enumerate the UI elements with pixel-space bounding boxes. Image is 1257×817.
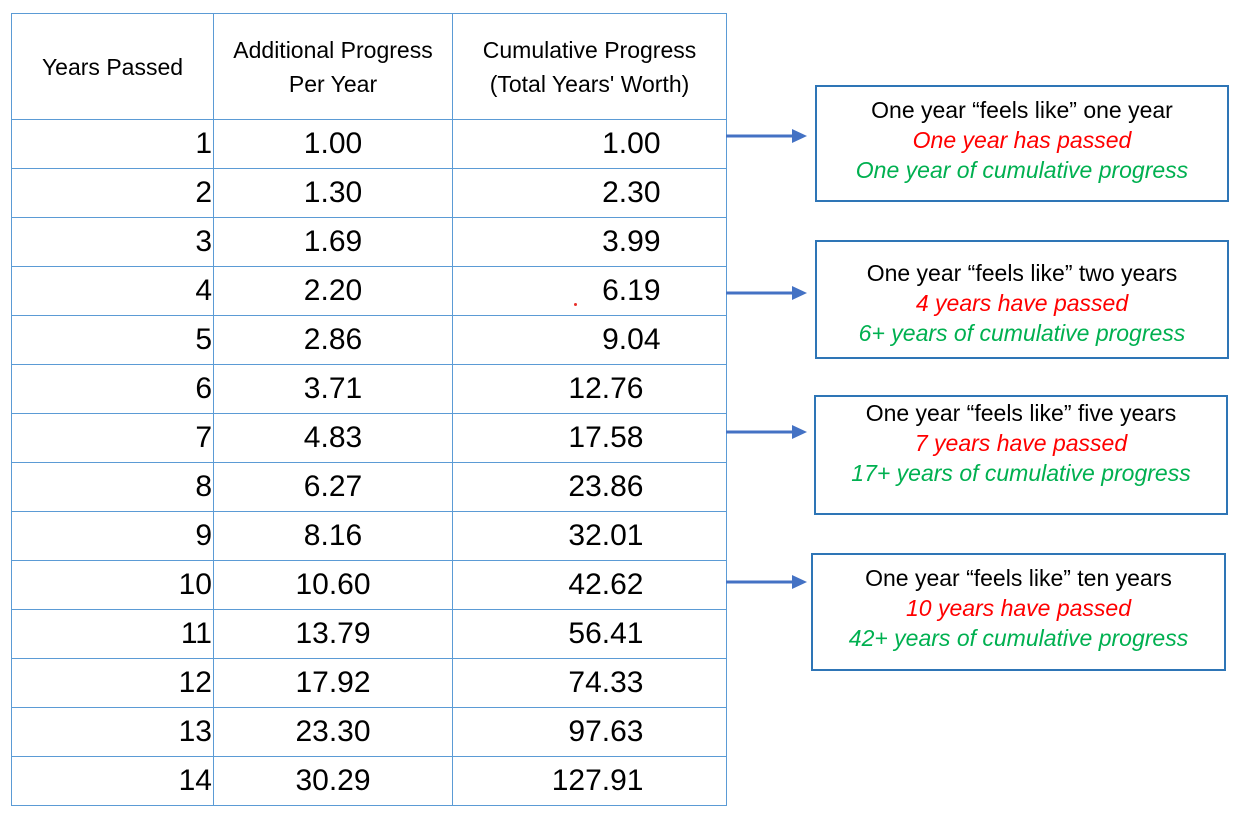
table-row: 14 30.29 127.91 [11, 756, 727, 806]
cell-years-passed: 11 [11, 609, 214, 659]
cell-years-passed: 13 [11, 707, 214, 757]
callout-feels-like-text: One year “feels like” five years [865, 400, 1177, 426]
header-years-passed: Years Passed [11, 13, 214, 120]
table-row: 1 1.00 1.00 [11, 119, 727, 169]
callout-feels-like-text: One year “feels like” two years [866, 260, 1178, 286]
table-row: 6 3.71 12.76 [11, 364, 727, 414]
callout-box: One year “feels like” five years 7 years … [814, 395, 1228, 515]
cell-years-passed: 2 [11, 168, 214, 218]
cell-additional-progress: 6.27 [213, 462, 453, 512]
cell-years-passed: 9 [11, 511, 214, 561]
cell-additional-progress: 10.60 [213, 560, 453, 610]
cell-years-passed: 1 [11, 119, 214, 169]
cell-cumulative-progress: 17.58 [452, 413, 727, 463]
cell-cumulative-progress: 56.41 [452, 609, 727, 659]
cell-additional-progress: 30.29 [213, 756, 453, 806]
cell-additional-progress: 8.16 [213, 511, 453, 561]
table-row: 5 2.86 9.04 [11, 315, 727, 365]
cell-cumulative-progress: 2.30 [452, 168, 727, 218]
table-row: 3 1.69 3.99 [11, 217, 727, 267]
cumulative-value: 32.01 [568, 519, 644, 552]
table-row: 11 13.79 56.41 [11, 609, 727, 659]
cumulative-value: 12.76 [568, 372, 644, 405]
table-row: 4 2.20 6.19 [11, 266, 727, 316]
arrow-right-icon [726, 425, 807, 439]
progress-table: Years Passed Additional Progress Per Year… [11, 13, 727, 806]
cell-years-passed: 8 [11, 462, 214, 512]
cumulative-value: 56.41 [568, 617, 644, 650]
cell-years-passed: 5 [11, 315, 214, 365]
callout-box: One year “feels like” two years 4 years h… [815, 240, 1229, 359]
cell-cumulative-progress: 74.33 [452, 658, 727, 708]
cumulative-value: 97.63 [568, 715, 644, 748]
cell-additional-progress: 2.86 [213, 315, 453, 365]
cell-cumulative-progress: 32.01 [452, 511, 727, 561]
callout-cumulative-text: 6+ years of cumulative progress [858, 320, 1186, 346]
cell-years-passed: 4 [11, 266, 214, 316]
header-cumulative-progress: Cumulative Progress (Total Years' Worth) [452, 13, 727, 120]
cumulative-value: 74.33 [568, 666, 644, 699]
cell-cumulative-progress: 42.62 [452, 560, 727, 610]
cell-cumulative-progress: 3.99 [452, 217, 727, 267]
cumulative-value: 23.86 [568, 470, 644, 503]
cell-cumulative-progress: 97.63 [452, 707, 727, 757]
cell-additional-progress: 1.00 [213, 119, 453, 169]
arrow-right-icon [726, 129, 807, 143]
callout-years-passed-text: 7 years have passed [914, 430, 1128, 456]
table-row: 8 6.27 23.86 [11, 462, 727, 512]
cell-additional-progress: 1.69 [213, 217, 453, 267]
callout-feels-like-text: One year “feels like” one year [871, 97, 1173, 123]
cell-additional-progress: 17.92 [213, 658, 453, 708]
table-row: 12 17.92 74.33 [11, 658, 727, 708]
callout-box: One year “feels like” ten years 10 years … [811, 553, 1226, 671]
cell-years-passed: 6 [11, 364, 214, 414]
cell-cumulative-progress: 1.00 [452, 119, 727, 169]
cumulative-value: 17.58 [568, 421, 644, 454]
arrow-right-icon [726, 575, 807, 589]
cell-cumulative-progress: 127.91 [452, 756, 727, 806]
cell-additional-progress: 1.30 [213, 168, 453, 218]
table-row: 7 4.83 17.58 [11, 413, 727, 463]
cell-additional-progress: 4.83 [213, 413, 453, 463]
callout-years-passed-text: 4 years have passed [915, 290, 1129, 316]
callout-box: One year “feels like” one year One year h… [815, 85, 1229, 202]
table-header-row: Years Passed Additional Progress Per Year… [11, 13, 727, 120]
cumulative-value: 6.19 [602, 274, 661, 307]
cumulative-value: 9.04 [602, 323, 661, 356]
cell-cumulative-progress: 12.76 [452, 364, 727, 414]
cell-cumulative-progress: 6.19 [452, 266, 727, 316]
table-body: 1 1.00 1.00 2 1.30 2.30 3 1.69 3.99 4 2.20 6.19 5 2.8… [11, 119, 727, 806]
cell-additional-progress: 13.79 [213, 609, 453, 659]
cumulative-value: 2.30 [602, 176, 661, 209]
cell-cumulative-progress: 9.04 [452, 315, 727, 365]
callout-years-passed-text: 10 years have passed [905, 595, 1132, 621]
callout-feels-like-text: One year “feels like” ten years [865, 565, 1172, 591]
cumulative-value: 127.91 [551, 764, 644, 797]
callout-cumulative-text: One year of cumulative progress [855, 157, 1189, 183]
cumulative-value: 1.00 [602, 127, 661, 160]
stray-red-mark [574, 303, 577, 306]
cell-cumulative-progress: 23.86 [452, 462, 727, 512]
cell-years-passed: 10 [11, 560, 214, 610]
cumulative-value: 42.62 [568, 568, 644, 601]
table-row: 2 1.30 2.30 [11, 168, 727, 218]
cell-years-passed: 3 [11, 217, 214, 267]
cell-years-passed: 7 [11, 413, 214, 463]
callout-cumulative-text: 17+ years of cumulative progress [851, 460, 1191, 486]
callout-years-passed-text: One year has passed [912, 127, 1132, 153]
table-row: 9 8.16 32.01 [11, 511, 727, 561]
cell-years-passed: 14 [11, 756, 214, 806]
table-row: 13 23.30 97.63 [11, 707, 727, 757]
cell-additional-progress: 3.71 [213, 364, 453, 414]
table-row: 10 10.60 42.62 [11, 560, 727, 610]
cell-additional-progress: 23.30 [213, 707, 453, 757]
cell-years-passed: 12 [11, 658, 214, 708]
cell-additional-progress: 2.20 [213, 266, 453, 316]
cumulative-value: 3.99 [602, 225, 661, 258]
header-additional-progress: Additional Progress Per Year [213, 13, 453, 120]
arrow-right-icon [726, 286, 807, 300]
callout-cumulative-text: 42+ years of cumulative progress [848, 625, 1189, 651]
